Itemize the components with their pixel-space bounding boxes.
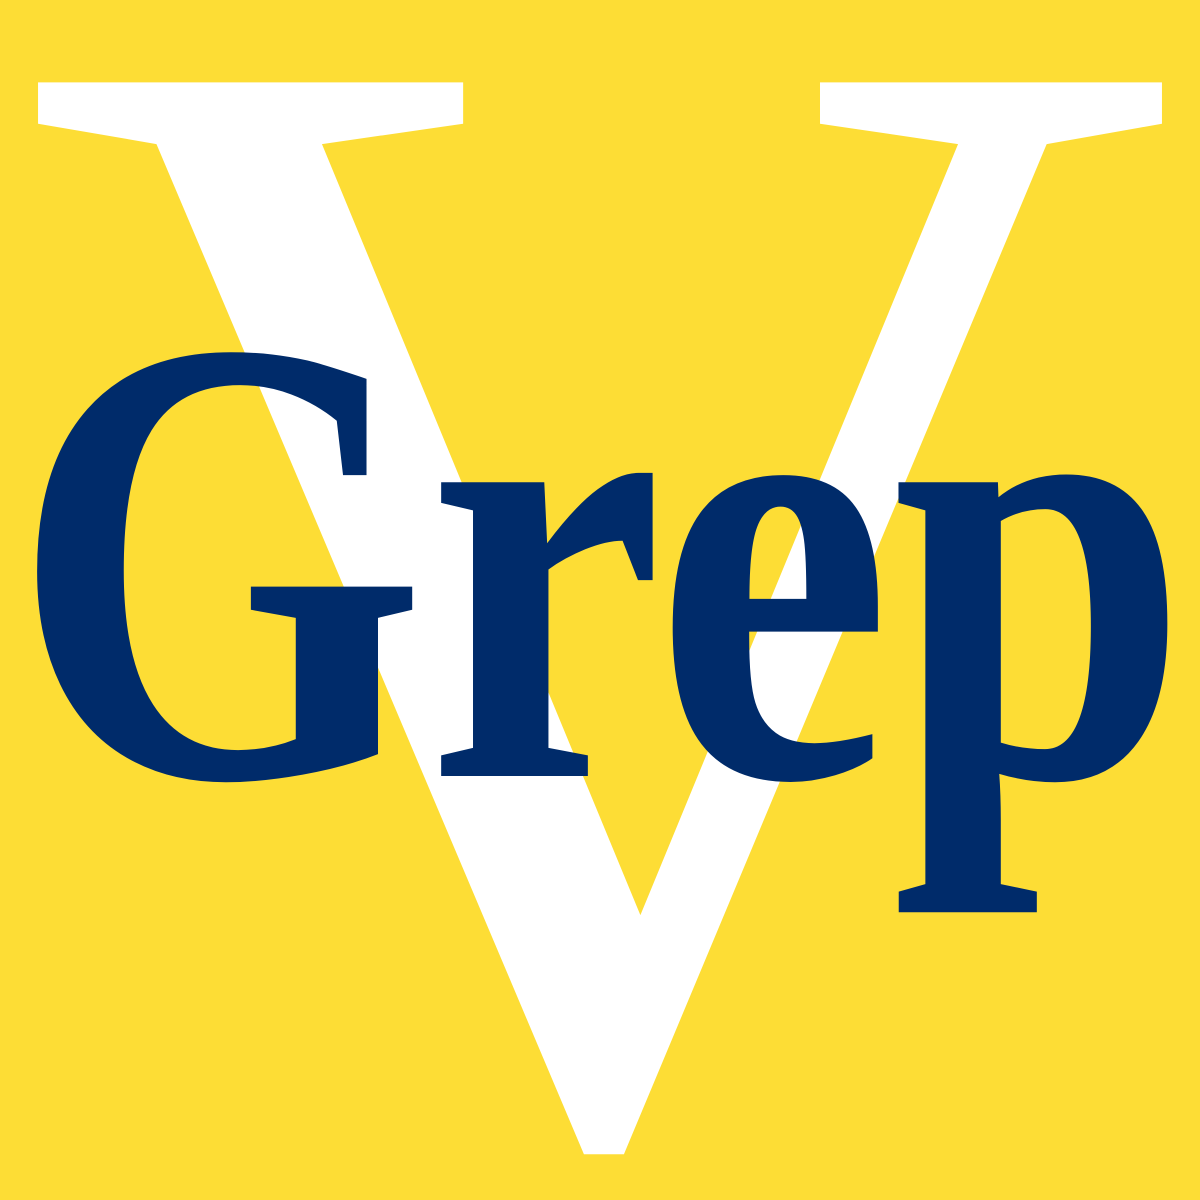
logo-wordmark: Grep	[11, 207, 1189, 916]
logo-big-v-letter: V	[20, 0, 1180, 1200]
